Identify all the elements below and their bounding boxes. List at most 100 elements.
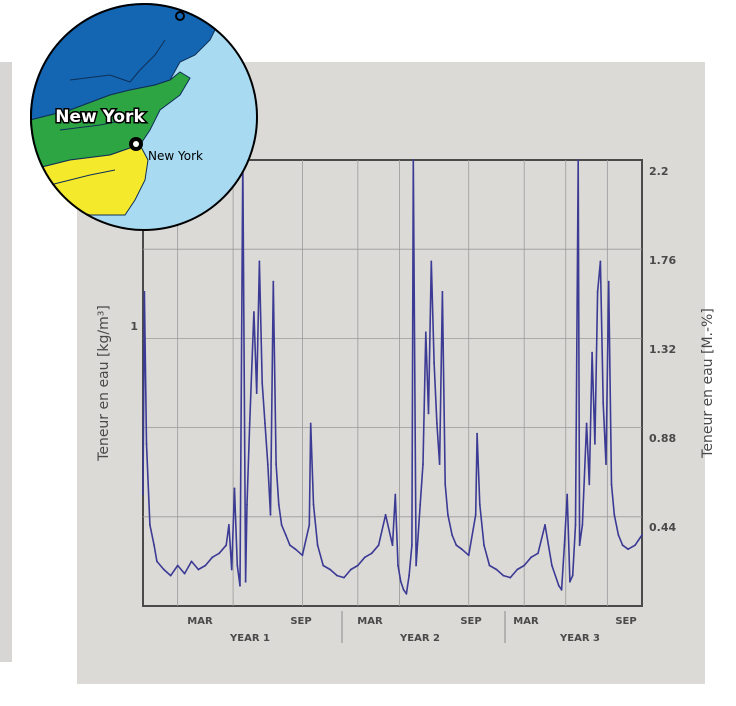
data-point	[363, 556, 366, 559]
data-point	[455, 544, 458, 547]
data-point	[594, 442, 596, 445]
data-point	[585, 422, 588, 425]
data-point	[557, 584, 560, 587]
data-point	[627, 548, 629, 551]
data-point	[280, 524, 283, 526]
data-point	[264, 422, 266, 425]
data-point	[447, 513, 449, 516]
data-point	[399, 580, 402, 583]
data-point	[467, 554, 470, 557]
state-borders	[49, 39, 166, 186]
data-point	[162, 568, 165, 571]
data-point	[294, 548, 297, 551]
data-point	[566, 493, 569, 496]
data-point	[248, 422, 251, 425]
left-decorative-strip	[0, 62, 12, 662]
map-outline	[30, 3, 258, 231]
year-label: YEAR 1	[229, 633, 270, 644]
left-tick-label: 1	[130, 320, 138, 333]
data-point	[272, 280, 275, 283]
data-point	[581, 524, 584, 526]
data-point	[269, 513, 272, 516]
data-point	[275, 463, 277, 465]
grid-lines	[143, 160, 642, 606]
data-point	[602, 402, 605, 405]
data-point	[588, 483, 591, 486]
data-point	[605, 463, 607, 465]
data-point	[156, 560, 158, 563]
data-point	[422, 463, 424, 465]
data-point	[336, 574, 338, 577]
data-point	[169, 574, 172, 577]
data-point	[436, 422, 438, 425]
data-point	[204, 564, 207, 567]
left-axis-title: Teneur en eau [kg/m³]	[96, 305, 112, 462]
right-axis: 2.2 1.76 1.32 0.88 0.44 Teneur en eau [M…	[649, 165, 716, 534]
data-point	[537, 552, 539, 555]
data-point	[143, 290, 146, 293]
data-point	[599, 260, 602, 263]
data-point	[419, 503, 422, 506]
map-city-label: New York	[148, 149, 203, 163]
data-point	[509, 576, 512, 579]
data-point	[405, 592, 408, 595]
data-point	[350, 568, 352, 571]
data-point	[560, 588, 563, 591]
data-point	[596, 290, 599, 293]
right-axis-title: Teneur en eau [M.-%]	[700, 308, 716, 459]
data-point	[244, 580, 247, 583]
data-point	[377, 544, 380, 547]
data-point	[530, 556, 532, 559]
data-point	[476, 432, 478, 435]
data-point	[516, 568, 519, 571]
data-point	[289, 544, 291, 547]
location-map: New York New York	[30, 0, 260, 240]
data-point	[197, 568, 200, 571]
data-point	[309, 422, 312, 425]
data-point	[284, 534, 287, 536]
x-axis: MAR SEP MAR SEP MAR SEP YEAR 1 YEAR 2 YE…	[187, 611, 637, 644]
data-point	[488, 564, 491, 567]
data-point	[460, 548, 463, 551]
data-point	[312, 503, 315, 506]
data-point	[145, 442, 148, 445]
data-point	[308, 524, 311, 526]
year-label: YEAR 3	[559, 633, 600, 644]
data-point	[478, 503, 481, 506]
data-point	[523, 564, 526, 567]
data-point	[591, 351, 593, 354]
data-point	[230, 568, 233, 571]
data-point	[384, 513, 387, 516]
right-tick-label: 0.44	[649, 521, 676, 534]
data-point	[236, 564, 239, 567]
right-tick-label: 2.2	[649, 165, 669, 178]
data-point	[544, 524, 546, 526]
data-point	[397, 564, 399, 567]
month-tick-label: MAR	[187, 616, 213, 627]
data-point	[246, 503, 248, 506]
data-point	[343, 576, 345, 579]
right-tick-label: 1.76	[649, 254, 676, 267]
data-point	[408, 574, 410, 577]
month-tick-label: SEP	[460, 616, 481, 627]
data-point	[329, 568, 331, 571]
right-tick-label: 1.32	[649, 343, 676, 356]
data-point	[577, 159, 580, 161]
data-point	[563, 544, 566, 547]
month-tick-label: MAR	[513, 616, 539, 627]
data-point	[569, 580, 571, 583]
data-point	[239, 584, 241, 587]
data-point	[607, 280, 610, 283]
data-point	[391, 544, 394, 547]
data-point	[634, 544, 636, 547]
data-point	[190, 560, 193, 563]
data-point	[402, 588, 405, 591]
data-point	[641, 534, 643, 536]
data-point	[430, 260, 433, 263]
data-point	[142, 493, 144, 496]
data-point	[218, 552, 221, 555]
data-point	[427, 412, 430, 415]
data-point	[316, 544, 319, 547]
data-point	[578, 544, 581, 547]
data-point	[613, 513, 616, 516]
